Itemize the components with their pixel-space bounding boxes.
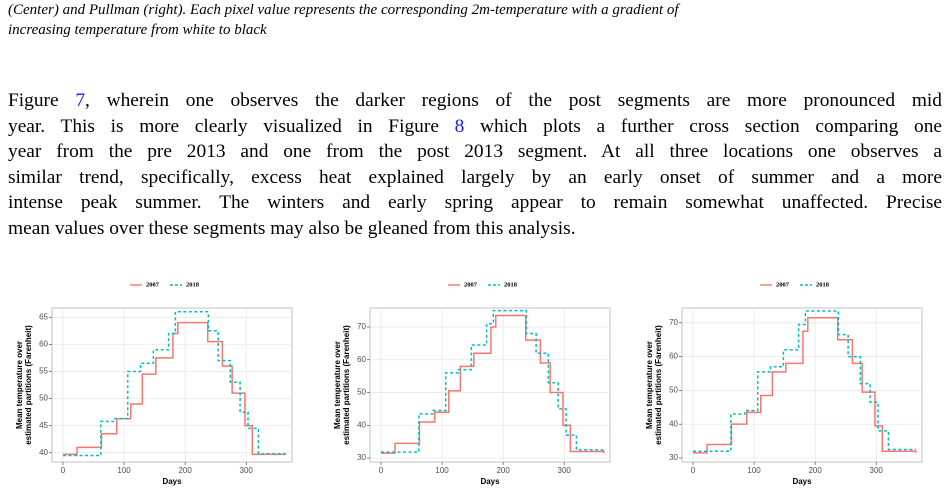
chart: 30 40 50 60 70 0 100 200 300 Days Mean temperature… [645,281,923,486]
x-tick-label: 300 [240,466,254,475]
series-line [692,317,917,454]
legend-label: 2018 [816,281,830,288]
y-tick-label: 65 [39,312,48,321]
text: , wherein one observes the darker region… [85,90,942,111]
text: similar trend, specifically, excess heat… [8,166,942,188]
paragraph-line: year. This is more clearly visualized in… [8,116,942,138]
y-axis-title: Mean temperature over [15,341,24,429]
y-tick-label: 50 [357,388,366,397]
y-tick-label: 70 [669,318,678,327]
x-tick-label: 100 [435,466,449,475]
y-tick-label: 60 [357,355,366,364]
y-axis-title: estimated partitions (Farenheit) [342,325,351,445]
y-tick-label: 30 [669,453,678,462]
x-tick-label: 100 [117,466,131,475]
x-tick-label: 0 [691,466,696,475]
text: year. This is more clearly visualized in… [8,115,455,137]
y-tick-label: 50 [39,394,48,403]
y-axis-title: estimated partitions (Farenheit) [24,325,33,445]
paragraph-line: Figure 7, wherein one observes the darke… [8,90,942,112]
x-tick-label: 200 [496,466,510,475]
series-line [380,314,605,454]
y-axis-title: estimated partitions (Farenheit) [654,325,663,445]
text: intense peak summer. The winters and ear… [8,192,942,214]
y-tick-label: 70 [357,322,366,331]
text: year from the pre 2013 and one from the … [8,141,942,163]
series-line [380,309,604,453]
legend-label: 2007 [776,281,790,288]
y-tick-label: 40 [669,419,678,428]
x-tick-label: 200 [178,466,192,475]
paragraph-line: year from the pre 2013 and one from the … [8,141,942,163]
x-axis-title: Days [162,477,182,486]
paragraph-line: mean values over these segments may also… [8,218,942,240]
series-line [62,311,286,457]
y-axis-title: Mean temperature over [645,341,654,429]
caption-line: increasing temperature from white to bla… [8,22,267,38]
legend-label: 2007 [146,281,160,288]
x-tick-label: 0 [61,466,66,475]
x-tick-label: 300 [870,466,884,475]
x-axis-title: Days [480,477,500,486]
x-tick-label: 100 [747,466,761,475]
y-tick-label: 40 [357,420,366,429]
y-tick-label: 50 [669,386,678,395]
y-tick-label: 60 [669,352,678,361]
plot-panel [681,307,923,463]
y-tick-label: 40 [39,448,48,457]
y-tick-label: 30 [357,453,366,462]
x-tick-label: 200 [808,466,822,475]
text: mean values over these segments may also… [8,218,576,239]
plot-panel [51,307,293,463]
chart: 30 40 50 60 70 0 100 200 300 Days Mean temperature… [333,281,611,486]
figure-ref[interactable]: 7 [75,90,86,111]
x-tick-label: 0 [379,466,384,475]
x-axis-title: Days [792,477,812,486]
legend-label: 2018 [186,281,200,288]
y-tick-label: 60 [39,339,48,348]
plot-panel [369,307,611,463]
text: which plots a further cross section comp… [464,115,942,137]
caption-line: (Center) and Pullman (right). Each pixel… [8,2,679,18]
chart: 40 45 50 55 60 65 0 100 200 300 Days Mean temperatu… [15,281,293,486]
figure-ref[interactable]: 8 [454,115,465,137]
paragraph-line: intense peak summer. The winters and ear… [8,192,942,214]
y-tick-label: 45 [39,421,48,430]
y-tick-label: 55 [39,367,48,376]
series-line [62,321,286,456]
x-tick-label: 300 [558,466,572,475]
paragraph-line: similar trend, specifically, excess heat… [8,167,942,189]
legend-label: 2018 [504,281,518,288]
y-axis-title: Mean temperature over [333,341,342,429]
legend-label: 2007 [464,281,478,288]
text: Figure [8,90,76,111]
